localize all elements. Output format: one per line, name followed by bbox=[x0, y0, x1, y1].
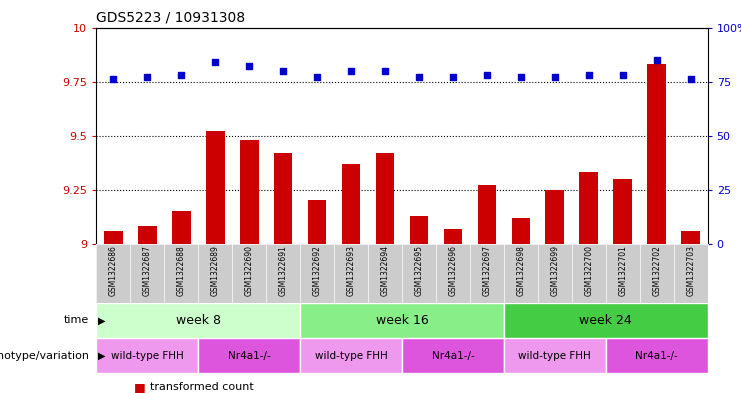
Text: transformed count: transformed count bbox=[150, 382, 253, 392]
Point bbox=[345, 68, 357, 74]
Bar bbox=[681, 231, 700, 244]
Text: GSM1322690: GSM1322690 bbox=[245, 245, 253, 296]
Text: GSM1322691: GSM1322691 bbox=[279, 245, 288, 296]
Text: GDS5223 / 10931308: GDS5223 / 10931308 bbox=[96, 11, 245, 25]
Text: genotype/variation: genotype/variation bbox=[0, 351, 89, 361]
Bar bbox=[614, 179, 632, 244]
Bar bbox=[172, 211, 190, 244]
Text: week 24: week 24 bbox=[579, 314, 632, 327]
Text: wild-type FHH: wild-type FHH bbox=[519, 351, 591, 361]
Text: GSM1322693: GSM1322693 bbox=[347, 245, 356, 296]
Bar bbox=[300, 303, 504, 338]
Bar bbox=[648, 64, 666, 244]
Text: Nr4a1-/-: Nr4a1-/- bbox=[431, 351, 474, 361]
Text: GSM1322687: GSM1322687 bbox=[143, 245, 152, 296]
Bar bbox=[96, 338, 198, 373]
Bar bbox=[273, 153, 293, 244]
Text: GSM1322695: GSM1322695 bbox=[414, 245, 423, 296]
Text: GSM1322692: GSM1322692 bbox=[313, 245, 322, 296]
Text: Nr4a1-/-: Nr4a1-/- bbox=[227, 351, 270, 361]
Text: GSM1322702: GSM1322702 bbox=[652, 245, 661, 296]
Point bbox=[481, 72, 493, 78]
Point bbox=[379, 68, 391, 74]
Bar bbox=[504, 303, 708, 338]
Bar bbox=[402, 338, 504, 373]
Bar bbox=[104, 231, 123, 244]
Text: GSM1322696: GSM1322696 bbox=[448, 245, 457, 296]
Text: GSM1322699: GSM1322699 bbox=[551, 245, 559, 296]
Point bbox=[549, 74, 561, 80]
Text: ▶: ▶ bbox=[98, 351, 105, 361]
Bar bbox=[96, 303, 300, 338]
Text: GSM1322694: GSM1322694 bbox=[381, 245, 390, 296]
Point bbox=[311, 74, 323, 80]
Point bbox=[515, 74, 527, 80]
Point bbox=[176, 72, 187, 78]
Point bbox=[142, 74, 153, 80]
Bar bbox=[545, 189, 564, 244]
Point bbox=[277, 68, 289, 74]
Text: wild-type FHH: wild-type FHH bbox=[315, 351, 388, 361]
Bar bbox=[240, 140, 259, 244]
Text: GSM1322698: GSM1322698 bbox=[516, 245, 525, 296]
Bar bbox=[342, 163, 360, 244]
Point bbox=[107, 76, 119, 83]
Point bbox=[583, 72, 595, 78]
Text: wild-type FHH: wild-type FHH bbox=[111, 351, 184, 361]
Point bbox=[413, 74, 425, 80]
Bar bbox=[308, 200, 327, 244]
Bar bbox=[579, 172, 598, 244]
Text: week 16: week 16 bbox=[376, 314, 428, 327]
Bar bbox=[605, 338, 708, 373]
Point bbox=[685, 76, 697, 83]
Point bbox=[651, 57, 662, 63]
Text: GSM1322697: GSM1322697 bbox=[482, 245, 491, 296]
Text: GSM1322701: GSM1322701 bbox=[618, 245, 627, 296]
Bar bbox=[138, 226, 156, 244]
Bar bbox=[477, 185, 496, 244]
Text: ▶: ▶ bbox=[98, 315, 105, 325]
Bar bbox=[206, 131, 225, 244]
Point bbox=[243, 63, 255, 70]
Text: GSM1322703: GSM1322703 bbox=[686, 245, 695, 296]
Bar bbox=[376, 153, 394, 244]
Bar bbox=[504, 338, 605, 373]
Text: GSM1322688: GSM1322688 bbox=[177, 245, 186, 296]
Text: time: time bbox=[64, 315, 89, 325]
Bar bbox=[444, 228, 462, 244]
Text: week 8: week 8 bbox=[176, 314, 221, 327]
Text: GSM1322686: GSM1322686 bbox=[109, 245, 118, 296]
Bar bbox=[300, 338, 402, 373]
Text: GSM1322689: GSM1322689 bbox=[210, 245, 219, 296]
Text: GSM1322700: GSM1322700 bbox=[585, 245, 594, 296]
Text: ■: ■ bbox=[133, 380, 145, 393]
Bar bbox=[511, 218, 531, 244]
Point bbox=[209, 59, 221, 65]
Point bbox=[447, 74, 459, 80]
Text: Nr4a1-/-: Nr4a1-/- bbox=[635, 351, 678, 361]
Bar bbox=[198, 338, 300, 373]
Bar bbox=[410, 215, 428, 244]
Point bbox=[617, 72, 628, 78]
